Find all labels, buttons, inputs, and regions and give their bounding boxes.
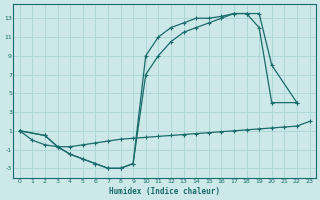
X-axis label: Humidex (Indice chaleur): Humidex (Indice chaleur) bbox=[109, 187, 220, 196]
